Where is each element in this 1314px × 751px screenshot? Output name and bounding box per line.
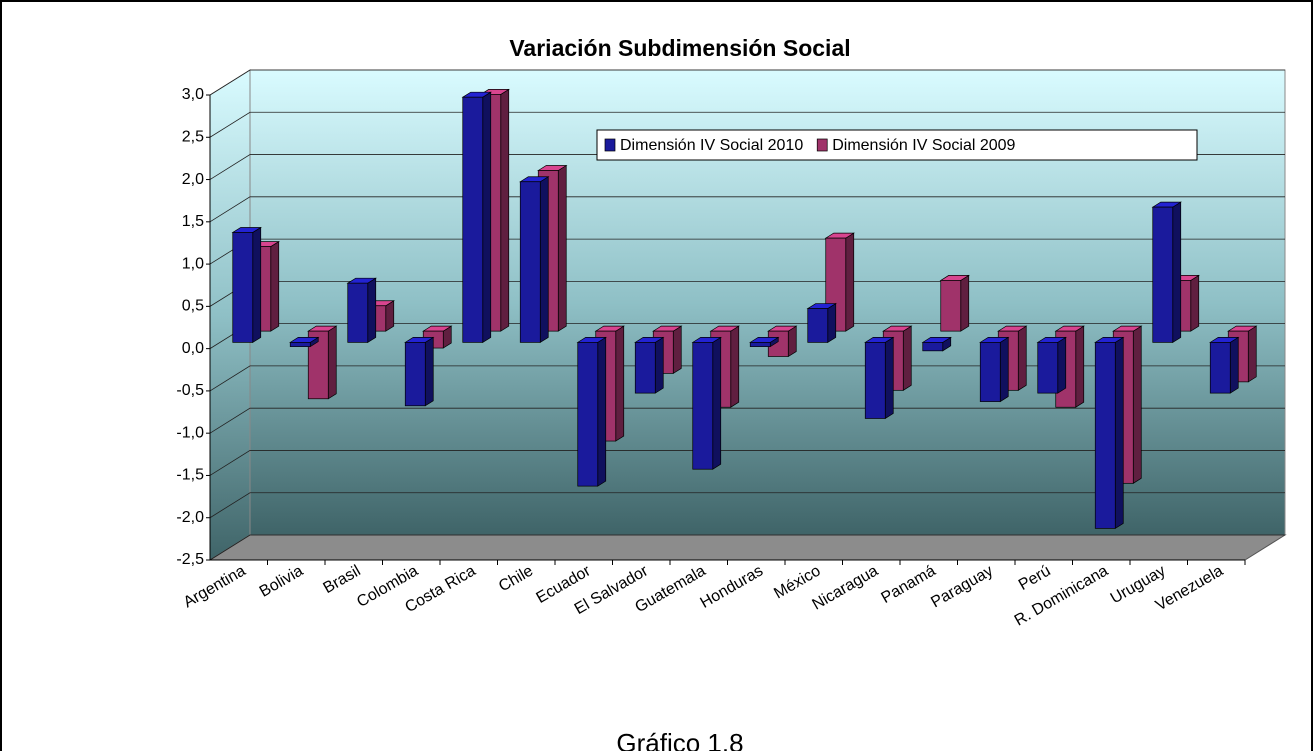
bar-side xyxy=(999,336,1009,403)
bar-side xyxy=(1132,325,1142,484)
bar xyxy=(922,342,944,352)
legend-label: Dimensión IV Social 2010 xyxy=(620,137,803,154)
bar-side xyxy=(539,176,549,344)
bar-side xyxy=(1172,201,1182,344)
y-tick-label: -0,5 xyxy=(176,382,204,399)
bar-side xyxy=(1114,336,1124,530)
legend-swatch xyxy=(604,138,616,152)
bar xyxy=(1209,342,1231,394)
y-tick-label: 3,0 xyxy=(182,86,204,103)
bar xyxy=(864,342,886,419)
legend-swatch xyxy=(816,138,828,152)
bar-side xyxy=(1190,274,1200,332)
grid-line xyxy=(209,196,1285,223)
grid-line xyxy=(209,365,1285,392)
bar-side xyxy=(1075,325,1085,408)
grid-line xyxy=(209,69,1285,96)
bar-side xyxy=(730,325,740,408)
bar-side xyxy=(1017,325,1027,391)
y-tick-label: -2,0 xyxy=(176,509,204,526)
bar-side xyxy=(1247,325,1257,383)
y-tick-label: 2,5 xyxy=(182,128,204,145)
bar-side xyxy=(367,277,377,344)
bar xyxy=(519,181,541,343)
y-tick-label: -1,0 xyxy=(176,424,204,441)
bar-side xyxy=(270,240,280,332)
bar xyxy=(940,280,962,332)
bar xyxy=(462,96,484,343)
bar xyxy=(1037,342,1059,394)
bar-side xyxy=(615,325,625,442)
bar xyxy=(1094,342,1116,529)
bar xyxy=(404,342,426,407)
bar-side xyxy=(252,226,262,344)
y-tick-label: 2,0 xyxy=(182,171,204,188)
y-tick-label: -1,5 xyxy=(176,467,204,484)
bar-side xyxy=(500,88,510,332)
bar-side xyxy=(845,232,855,332)
caption: Gráfico 1.8 xyxy=(616,728,743,751)
bar xyxy=(307,330,329,400)
bar-side xyxy=(827,302,837,344)
y-tick-label: 1,5 xyxy=(182,213,204,230)
bar xyxy=(289,342,311,347)
bar-side xyxy=(960,274,970,332)
bar-side xyxy=(672,325,682,375)
chart-title: Variación Subdimensión Social xyxy=(509,35,850,61)
bar xyxy=(634,342,656,394)
bar-side xyxy=(424,336,434,407)
grid-line xyxy=(209,407,1285,434)
bar-side xyxy=(557,164,567,332)
bar-side xyxy=(654,336,664,394)
bar xyxy=(807,308,829,343)
grid-line xyxy=(209,492,1285,519)
bar-side xyxy=(482,91,492,344)
bar-side xyxy=(902,325,912,391)
legend-label: Dimensión IV Social 2009 xyxy=(832,137,1015,154)
y-tick-label: 0,5 xyxy=(182,298,204,315)
grid-line xyxy=(209,450,1285,476)
bar-side xyxy=(597,336,607,487)
y-tick-label: 0,0 xyxy=(182,340,204,357)
bar xyxy=(749,342,771,347)
bar-side xyxy=(884,336,894,420)
bar xyxy=(979,342,1001,402)
bar xyxy=(577,342,599,487)
y-tick-label: 1,0 xyxy=(182,255,204,272)
bar-side xyxy=(1229,336,1239,394)
floor xyxy=(208,534,1287,561)
bar-side xyxy=(1057,336,1067,394)
bar-side xyxy=(712,336,722,470)
bar xyxy=(232,232,254,343)
y-tick-label: -2,5 xyxy=(176,551,204,568)
bar xyxy=(692,342,714,470)
bar xyxy=(347,282,369,343)
bar-side xyxy=(327,325,337,400)
grid-line xyxy=(209,534,1285,561)
legend-box xyxy=(596,129,1198,161)
bar xyxy=(1152,206,1174,343)
grid-line xyxy=(209,111,1285,138)
